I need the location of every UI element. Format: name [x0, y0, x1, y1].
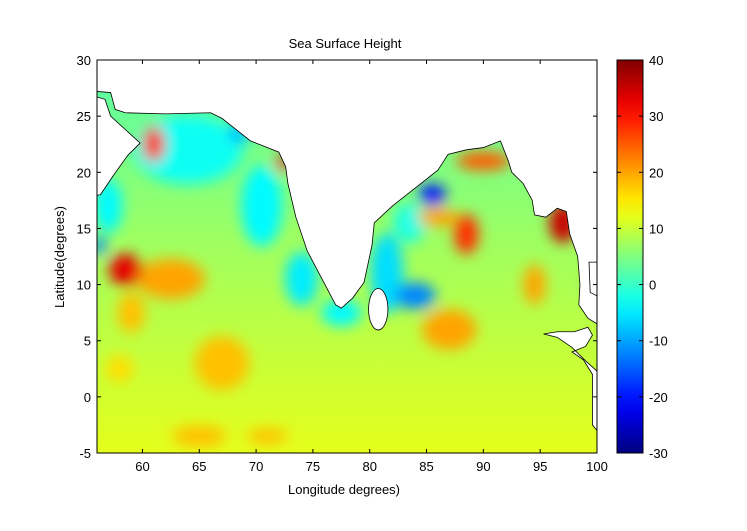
ssh-anomaly: [285, 252, 318, 306]
colorbar-tick-label: -30: [649, 446, 668, 461]
colorbar-gradient: [616, 59, 644, 454]
y-axis-label: Latitude(degrees): [52, 206, 67, 308]
ssh-anomaly: [422, 309, 477, 350]
x-tick-label: 95: [533, 459, 547, 474]
ssh-anomaly: [523, 264, 546, 305]
colorbar-tick-label: 40: [649, 53, 663, 68]
x-tick-label: 60: [135, 459, 149, 474]
colorbar-tick-label: 30: [649, 109, 663, 124]
colorbar-tick-label: 0: [649, 278, 656, 293]
colorbar-tick-label: -10: [649, 334, 668, 349]
x-tick-label: 75: [306, 459, 320, 474]
y-tick-label: 10: [77, 278, 91, 293]
ssh-anomaly: [417, 207, 459, 227]
land-sri-lanka: [368, 288, 389, 331]
y-tick-label: 5: [84, 334, 91, 349]
x-tick-label: 90: [476, 459, 490, 474]
ssh-anomaly: [172, 425, 227, 447]
x-tick-label: 80: [362, 459, 376, 474]
colorbar-tick-label: 20: [649, 165, 663, 180]
x-tick-label: 85: [419, 459, 433, 474]
colorbar-tick-label: 10: [649, 221, 663, 236]
y-tick-label: 20: [77, 165, 91, 180]
plot-frame: [96, 59, 598, 454]
ssh-anomaly: [97, 235, 107, 255]
colorbar-tick-label: -20: [649, 390, 668, 405]
ssh-anomaly: [194, 336, 250, 391]
ssh-anomaly: [320, 299, 362, 327]
ssh-anomaly: [241, 165, 283, 247]
x-axis-label: Longitude degrees): [288, 482, 400, 497]
ssh-anomaly: [136, 258, 205, 300]
y-tick-label: 15: [77, 221, 91, 236]
y-tick-label: 30: [77, 53, 91, 68]
land-sumatra: [543, 326, 597, 432]
y-tick-label: 25: [77, 109, 91, 124]
ssh-anomaly: [106, 355, 134, 383]
land-mainland: [97, 60, 597, 325]
y-tick-label: -5: [79, 446, 91, 461]
ssh-anomaly: [247, 428, 288, 445]
heatmap-area: [97, 60, 597, 453]
ssh-anomaly: [418, 183, 446, 206]
ssh-anomaly: [109, 253, 142, 287]
chart-title: Sea Surface Height: [289, 36, 402, 51]
land-arabia: [97, 96, 141, 196]
ssh-anomaly: [456, 151, 511, 171]
x-tick-label: 70: [249, 459, 263, 474]
ssh-anomaly: [117, 292, 145, 333]
colorbar: -30 -20 -10 0 10 20 30 40: [616, 53, 668, 461]
ssh-anomaly: [393, 202, 426, 244]
ssh-anomaly: [142, 126, 165, 162]
y-tick-label: 0: [84, 390, 91, 405]
land-east-coast: [588, 261, 597, 297]
x-tick-label: 65: [192, 459, 206, 474]
ssh-anomaly: [97, 179, 122, 233]
ssh-anomaly: [454, 213, 479, 255]
ssh-anomaly: [394, 282, 436, 310]
x-tick-label: 100: [586, 459, 608, 474]
